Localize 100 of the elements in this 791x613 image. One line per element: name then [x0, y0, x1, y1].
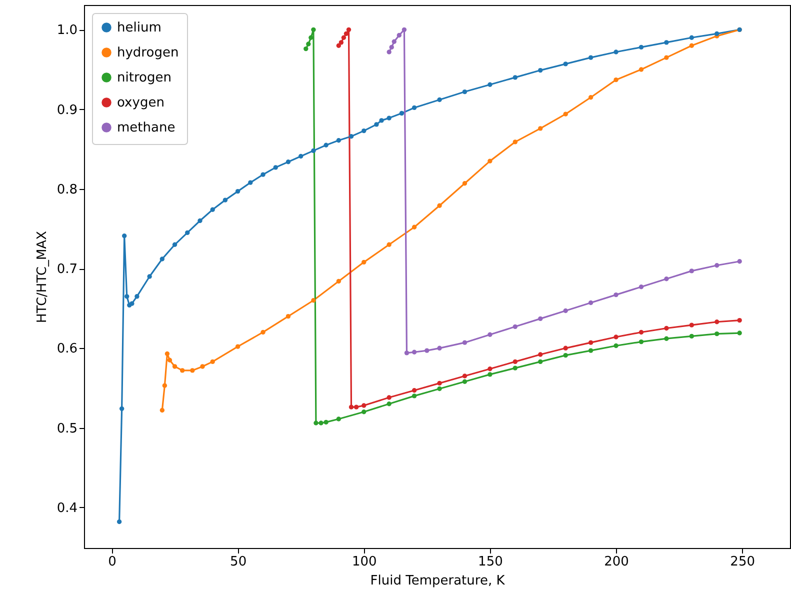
x-tick-label: 200 [604, 554, 629, 570]
point [563, 308, 568, 314]
point [588, 348, 594, 353]
y-tick-label: 0.7 [56, 262, 78, 278]
point [248, 180, 253, 185]
legend-label: oxygen [117, 96, 164, 110]
point [563, 62, 568, 66]
point [512, 359, 518, 364]
point [348, 404, 354, 410]
point [336, 278, 342, 284]
point [286, 160, 291, 164]
y-tick-label: 0.5 [56, 421, 78, 436]
point [664, 336, 669, 341]
point [588, 340, 594, 345]
point [737, 259, 742, 264]
point [336, 138, 342, 143]
point [172, 364, 178, 369]
point [412, 224, 417, 230]
point [614, 78, 618, 82]
point [538, 359, 543, 364]
point [412, 105, 417, 110]
legend-label: helium [117, 20, 162, 36]
point [362, 410, 366, 414]
point [488, 82, 492, 87]
point [462, 374, 468, 378]
point [160, 408, 165, 413]
point [386, 50, 392, 54]
point [512, 324, 518, 329]
point [614, 334, 618, 340]
point [346, 27, 352, 32]
point [563, 112, 568, 116]
y-tick-label: 0.4 [56, 500, 78, 516]
y-tick-label: 1.0 [56, 23, 78, 38]
x-tick-label: 250 [730, 554, 756, 570]
point [462, 89, 468, 94]
x-tick-label: 0 [108, 554, 116, 570]
point [563, 346, 568, 350]
point [134, 294, 140, 299]
point [311, 148, 316, 154]
point [318, 420, 324, 426]
point [689, 43, 694, 48]
point [222, 198, 228, 202]
y-axis-title: HTC/HTC_MAX [34, 230, 50, 323]
point [374, 122, 379, 127]
y-tick-label: 0.9 [56, 102, 78, 118]
point [286, 314, 291, 319]
point [462, 340, 468, 345]
point [664, 276, 669, 282]
point [180, 368, 185, 373]
point [538, 316, 543, 322]
point [210, 207, 215, 212]
point [512, 366, 518, 370]
point [538, 68, 543, 73]
y-tick-label: 0.6 [56, 342, 78, 357]
legend-label: methane [117, 120, 176, 136]
legend-label: hydrogen [117, 46, 179, 60]
point [638, 339, 644, 344]
point [162, 383, 168, 388]
point [638, 284, 644, 290]
point [386, 116, 392, 120]
point [664, 326, 669, 331]
point [424, 348, 430, 353]
point [160, 256, 165, 262]
point [311, 27, 316, 32]
point [614, 292, 618, 298]
x-tick-label: 100 [352, 554, 377, 570]
point [362, 260, 366, 265]
point [462, 181, 468, 186]
point [689, 334, 694, 339]
point [314, 420, 318, 426]
point [689, 322, 694, 328]
point [386, 402, 392, 406]
point [614, 343, 618, 348]
point [386, 242, 392, 247]
point [379, 118, 384, 123]
point [304, 46, 308, 52]
point [130, 301, 134, 306]
point [172, 242, 178, 247]
point [462, 379, 468, 384]
point [362, 403, 366, 408]
point [563, 352, 568, 358]
point [306, 42, 311, 46]
point [235, 344, 240, 349]
point [437, 203, 442, 208]
point [538, 126, 543, 131]
point [338, 40, 344, 45]
point [386, 395, 392, 400]
point [336, 416, 342, 422]
point [185, 230, 190, 236]
point [737, 330, 742, 336]
x-axis-title: Fluid Temperature, K [370, 574, 506, 588]
point [588, 300, 594, 306]
point [396, 32, 402, 38]
point [311, 298, 316, 303]
point [588, 55, 594, 60]
point [362, 128, 366, 134]
point [298, 154, 304, 159]
point [412, 350, 417, 354]
point [714, 31, 720, 36]
point [210, 359, 215, 364]
